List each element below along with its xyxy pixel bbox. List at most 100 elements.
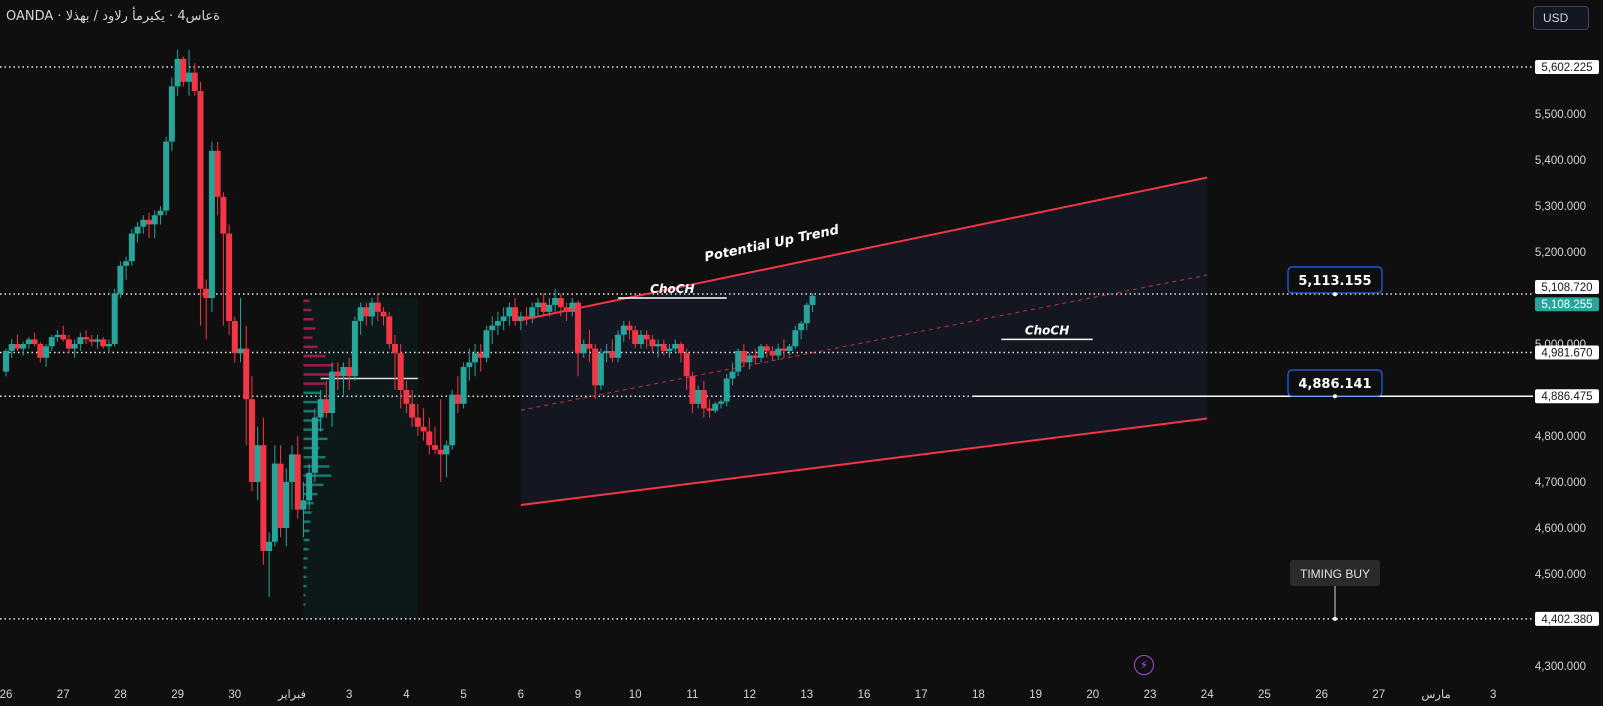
candle-body bbox=[809, 295, 816, 305]
last-price-badge bbox=[1535, 297, 1599, 312]
candle-body bbox=[94, 339, 101, 342]
candle-body bbox=[146, 219, 152, 225]
candle-body bbox=[603, 350, 610, 354]
price-level-badge bbox=[1535, 345, 1599, 360]
target-high-dot bbox=[1333, 292, 1337, 297]
volume-profile-bar bbox=[303, 566, 307, 569]
candle-body bbox=[597, 353, 604, 386]
volume-profile-bar bbox=[303, 354, 326, 358]
candle-body bbox=[37, 344, 44, 358]
y-tick-label: 5,500.000 bbox=[1535, 109, 1586, 121]
candle-body bbox=[60, 334, 67, 340]
channel-fill bbox=[520, 177, 1208, 506]
price-level-label: 5,602.225 bbox=[1541, 62, 1592, 74]
x-tick-label: فبراير bbox=[277, 688, 306, 701]
candle-body bbox=[54, 334, 61, 338]
candle-body bbox=[140, 219, 147, 227]
candle-body bbox=[151, 215, 158, 225]
candle-body bbox=[220, 196, 227, 234]
timing-buy-box bbox=[1290, 560, 1380, 586]
candle-body bbox=[506, 307, 513, 317]
candle-body bbox=[586, 344, 593, 349]
candle-body bbox=[226, 233, 233, 322]
candle-body bbox=[620, 325, 627, 335]
candle-body bbox=[363, 307, 370, 317]
candle-body bbox=[329, 371, 336, 414]
candle-body bbox=[180, 58, 187, 82]
x-tick-label: 20 bbox=[1086, 689, 1099, 701]
candle-body bbox=[403, 390, 410, 404]
price-level-badge bbox=[1535, 60, 1599, 74]
target-low-dot bbox=[1333, 394, 1337, 399]
candle-body bbox=[277, 463, 284, 529]
choch-label: ChoCH bbox=[1025, 323, 1069, 337]
x-tick-label: 18 bbox=[972, 689, 985, 701]
candle-body bbox=[43, 346, 50, 358]
candle-body bbox=[237, 348, 244, 354]
volume-profile-bar bbox=[303, 318, 314, 321]
candle-body bbox=[77, 337, 84, 345]
x-tick-label: 25 bbox=[1258, 689, 1271, 701]
candle-body bbox=[83, 337, 90, 340]
candle-body bbox=[128, 233, 135, 262]
candle-body bbox=[540, 302, 547, 312]
candle-body bbox=[746, 355, 753, 363]
volume-profile-bar bbox=[303, 308, 312, 312]
y-tick-label: 4,600.000 bbox=[1535, 523, 1586, 535]
candle-body bbox=[311, 417, 318, 473]
price-level-badge bbox=[1535, 389, 1599, 404]
x-tick-label: 5 bbox=[460, 689, 466, 701]
x-tick-label: مارس bbox=[1421, 688, 1450, 701]
candle-body bbox=[346, 367, 353, 377]
candle-body bbox=[306, 472, 313, 501]
volume-profile-bar bbox=[303, 584, 307, 588]
candle-body bbox=[334, 371, 341, 377]
x-tick-label: 10 bbox=[629, 689, 642, 701]
candle-body bbox=[317, 399, 324, 418]
candle-body bbox=[197, 91, 204, 289]
candle-body bbox=[260, 445, 267, 552]
candle-body bbox=[534, 302, 541, 308]
candle-body bbox=[243, 348, 250, 400]
candle-body bbox=[735, 350, 742, 372]
volume-profile-bar bbox=[303, 336, 313, 339]
candle-body bbox=[643, 334, 650, 340]
y-tick-label: 4,500.000 bbox=[1535, 569, 1586, 581]
target-low-label: 4,886.141 bbox=[1298, 377, 1371, 392]
candle-body bbox=[248, 399, 255, 483]
candle-body bbox=[271, 463, 278, 542]
candle-body bbox=[437, 449, 444, 455]
candle-body bbox=[294, 454, 301, 510]
candle-body bbox=[20, 344, 27, 349]
candle-body bbox=[386, 316, 393, 345]
y-tick-label: 4,300.000 bbox=[1535, 661, 1586, 673]
volume-profile-bar bbox=[303, 382, 326, 385]
candle-body bbox=[592, 348, 599, 386]
candle-body bbox=[323, 399, 330, 414]
x-tick-label: 24 bbox=[1201, 689, 1214, 701]
candle-body bbox=[134, 226, 141, 234]
volume-profile-region bbox=[303, 298, 418, 620]
candle-body bbox=[483, 330, 490, 358]
candle-body bbox=[123, 261, 130, 266]
candle-body bbox=[615, 334, 622, 358]
candle-body bbox=[397, 353, 404, 391]
lightning-bolt-icon[interactable]: ⚡ bbox=[1134, 655, 1154, 675]
candle-body bbox=[71, 344, 78, 349]
candle-body bbox=[100, 339, 107, 347]
x-tick-label: 29 bbox=[171, 689, 184, 701]
x-tick-label: 9 bbox=[575, 689, 581, 701]
candle-body bbox=[357, 307, 364, 322]
y-tick-label: 4,700.000 bbox=[1535, 477, 1586, 489]
candle-body bbox=[203, 288, 210, 299]
candle-body bbox=[763, 346, 770, 351]
candle-body bbox=[677, 344, 684, 354]
volume-profile-bar bbox=[303, 483, 324, 487]
candle-body bbox=[105, 344, 112, 347]
currency-button[interactable]: USD bbox=[1533, 6, 1589, 30]
candle-body bbox=[769, 350, 776, 356]
candle-body bbox=[391, 344, 398, 354]
candle-body bbox=[740, 350, 747, 363]
volume-profile-bar bbox=[303, 548, 309, 551]
